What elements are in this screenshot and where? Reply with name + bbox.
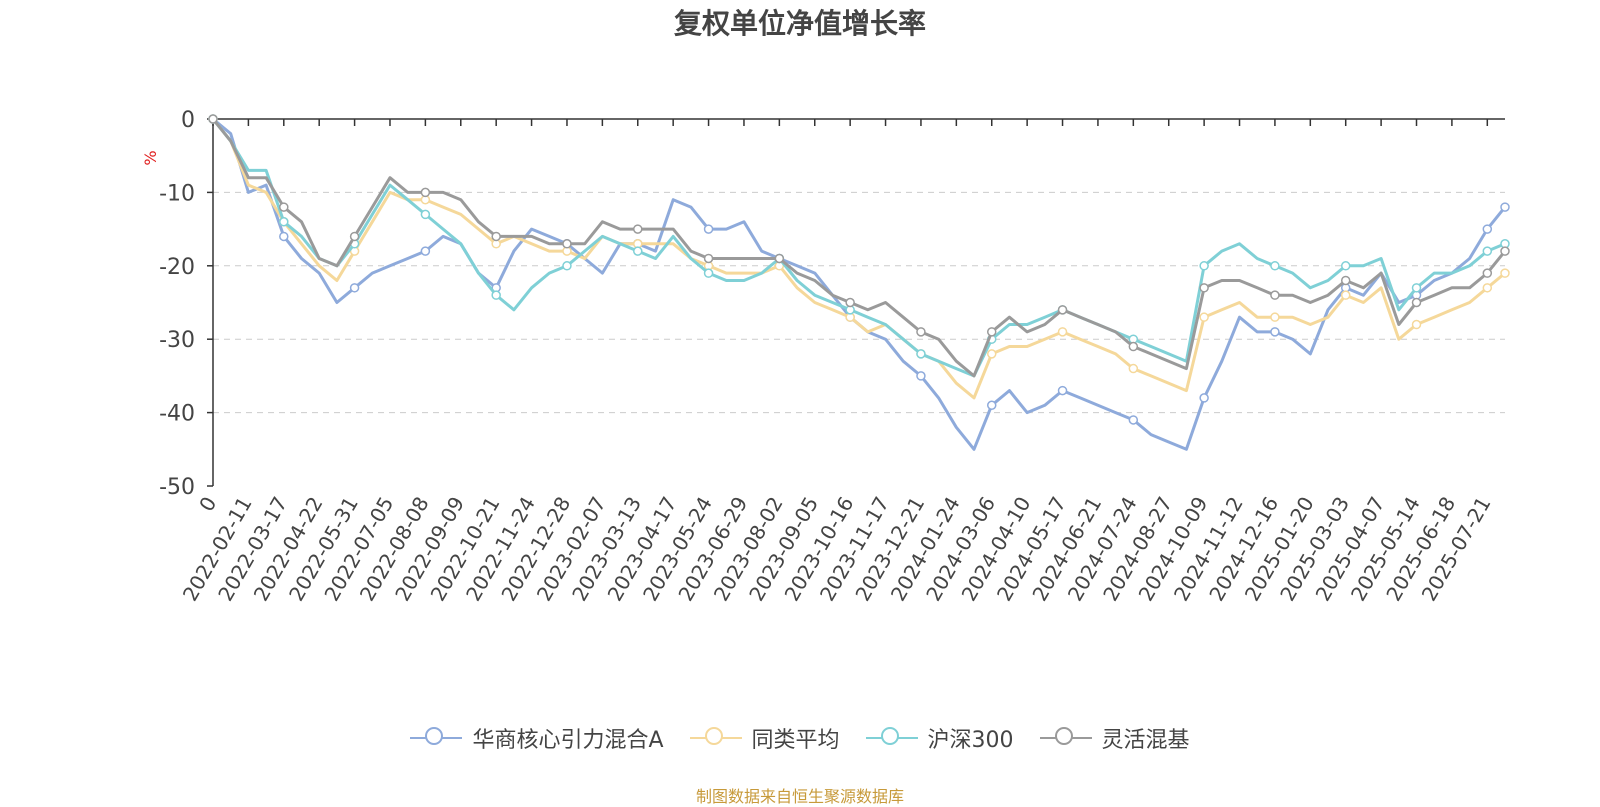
- data-point: [1340, 261, 1351, 271]
- legend: 华商核心引力混合A 同类平均 沪深300 灵活混基: [0, 722, 1600, 754]
- data-point: [703, 268, 714, 278]
- data-point: [491, 290, 501, 300]
- data-point: [1199, 312, 1209, 322]
- data-point: [1057, 385, 1068, 396]
- x-tick-label: 0: [194, 493, 221, 516]
- data-point: [703, 224, 714, 234]
- data-point: [1340, 290, 1351, 300]
- data-point: [1411, 297, 1422, 308]
- legend-label: 华商核心引力混合A: [472, 728, 664, 753]
- data-point: [279, 231, 289, 242]
- data-point: [1057, 327, 1068, 337]
- legend-item[interactable]: 华商核心引力混合A: [410, 722, 664, 754]
- data-point: [562, 239, 572, 249]
- y-tick-label: -30: [159, 328, 195, 353]
- data-point: [562, 261, 572, 271]
- data-point: [774, 253, 785, 264]
- data-point: [1482, 283, 1493, 293]
- data-point: [1057, 305, 1068, 315]
- chart-title: 复权单位净值增长率: [673, 7, 926, 40]
- data-point: [208, 114, 218, 124]
- tick-labels: 0-10-20-30-40-50%02022-02-112022-03-1720…: [141, 108, 1496, 605]
- data-point: [1199, 261, 1209, 271]
- data-point: [1270, 327, 1280, 337]
- data-point: [986, 400, 997, 411]
- legend-marker: [865, 727, 918, 745]
- data-point: [349, 231, 360, 242]
- data-point: [1411, 319, 1422, 330]
- data-point: [916, 327, 926, 337]
- legend-label: 沪深300: [927, 728, 1014, 753]
- y-axis-unit: %: [141, 150, 160, 165]
- series-line-3: [211, 118, 1506, 378]
- data-point: [420, 209, 431, 220]
- data-point: [633, 246, 643, 256]
- data-point: [1500, 202, 1510, 212]
- data-point: [1500, 246, 1510, 256]
- series-line-1: [212, 117, 1507, 451]
- series-lines: [208, 114, 1510, 451]
- legend-item[interactable]: 同类平均: [689, 722, 840, 754]
- data-point: [1128, 415, 1139, 425]
- data-point: [349, 283, 360, 293]
- data-point: [1199, 393, 1209, 403]
- y-tick-label: -40: [159, 402, 195, 427]
- data-point: [491, 231, 501, 242]
- data-point: [1340, 275, 1351, 286]
- series-line-4: [211, 118, 1507, 378]
- data-point: [1270, 261, 1280, 271]
- data-point: [1482, 224, 1493, 234]
- legend-label: 灵活混基: [1101, 728, 1190, 753]
- data-point: [1482, 268, 1493, 278]
- y-tick-label: 0: [181, 108, 195, 133]
- legend-item[interactable]: 灵活混基: [1039, 722, 1190, 754]
- data-point: [916, 349, 926, 359]
- data-point: [845, 297, 855, 308]
- data-point: [1270, 290, 1280, 300]
- data-point: [1411, 283, 1422, 293]
- legend-item[interactable]: 沪深300: [865, 722, 1014, 754]
- source-note: 制图数据来自恒生聚源数据库: [695, 787, 904, 806]
- data-point: [1128, 341, 1139, 352]
- data-point: [279, 217, 289, 227]
- data-point: [986, 349, 997, 359]
- data-point: [1482, 246, 1493, 256]
- y-tick-label: -50: [159, 475, 195, 500]
- data-point: [279, 202, 289, 212]
- data-point: [1500, 268, 1510, 278]
- data-point: [986, 327, 997, 337]
- data-point: [633, 224, 643, 234]
- y-tick-label: -10: [159, 181, 195, 206]
- data-point: [916, 371, 926, 381]
- data-point: [420, 187, 431, 198]
- legend-marker: [410, 727, 463, 745]
- legend-marker: [689, 727, 742, 745]
- legend-label: 同类平均: [751, 728, 840, 753]
- data-point: [1199, 283, 1209, 293]
- data-point: [420, 246, 431, 256]
- data-point: [1128, 363, 1139, 374]
- data-point: [1270, 312, 1280, 322]
- legend-marker: [1039, 727, 1092, 745]
- y-tick-label: -20: [159, 255, 195, 280]
- data-point: [703, 253, 714, 264]
